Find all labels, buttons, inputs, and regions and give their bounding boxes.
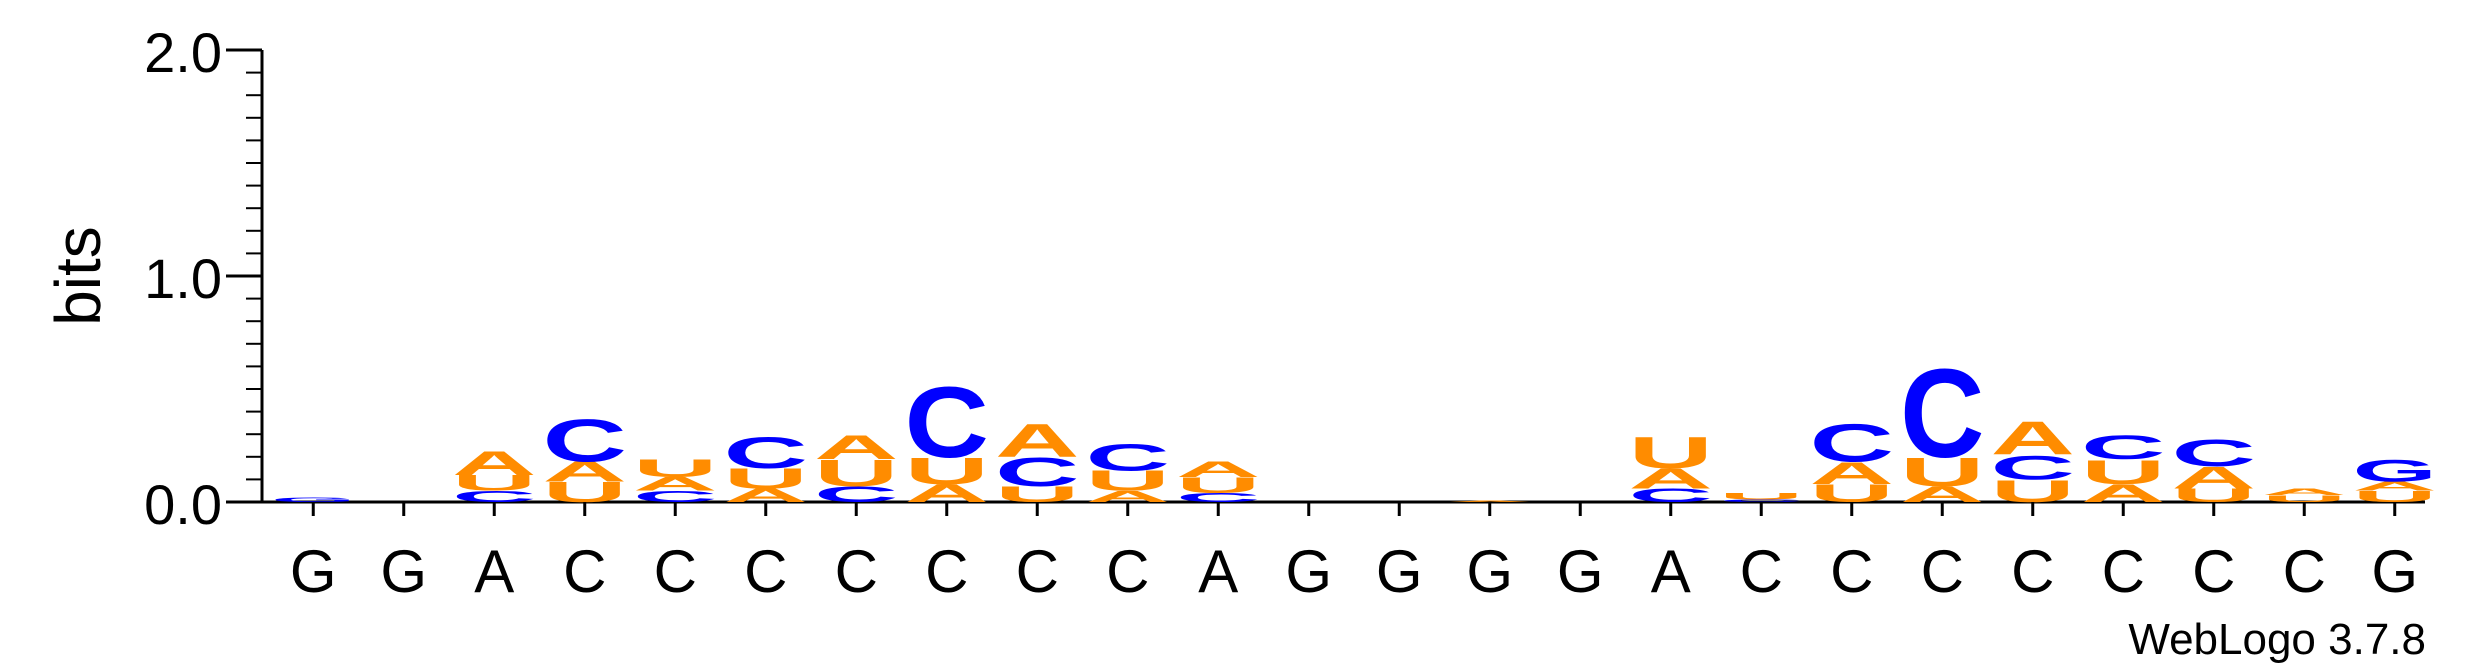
logo-letter-A: A [633,474,717,495]
x-tick-label: A [1198,538,1238,605]
y-tick-label: 1.0 [144,247,222,310]
logo-letter-A: A [1086,488,1170,506]
x-tick-label: C [563,538,606,605]
logo-letter-A: A [1176,457,1261,482]
x-tick-label: C [2192,538,2235,605]
x-tick-label: C [1016,538,1059,605]
x-tick-label: A [1651,538,1691,605]
x-tick-label: C [835,538,878,605]
x-tick-label: G [1376,538,1423,605]
logo-letter-U: U [633,454,717,482]
x-tick-label: G [380,538,427,605]
logo-letter-U: U [814,452,898,494]
logo-letter-U: U [905,450,989,492]
x-tick-label: C [1921,538,1964,605]
x-tick-label: G [2371,538,2418,605]
logo-letter-A: A [724,485,808,506]
logo-letter-A: A [2353,479,2437,493]
x-tick-label: A [474,538,514,605]
logo-letter-A: A [452,444,537,483]
logo-letter-U: U [1086,465,1170,497]
logo-letter-U: U [1900,449,1984,495]
logo-letter-A: A [814,428,899,467]
x-tick-label: C [925,538,968,605]
y-tick-label: 2.0 [144,21,222,84]
x-tick-label: C [1740,538,1783,605]
logo-letter-U: U [1176,473,1261,498]
logo-letter-C: C [1086,436,1170,478]
logo-letter-C: C [633,488,717,506]
x-tick-label: G [1466,538,1513,605]
logo-letter-G: G [271,496,355,503]
logo-letter-A: A [1629,463,1713,495]
logo-letter-C: C [543,407,627,474]
x-tick-label: C [1106,538,1149,605]
x-tick-label: C [2283,538,2326,605]
x-tick-label: C [1830,538,1873,605]
logo-letter-C: C [2081,428,2166,467]
logo-letter-U: U [452,471,537,496]
x-tick-label: G [1557,538,1604,605]
logo-letter-C: C [1176,491,1260,505]
logo-letter-A: A [1810,456,1895,491]
x-tick-label: C [2102,538,2145,605]
logo-letter-A: A [2172,460,2257,495]
x-tick-label: G [290,538,337,605]
logo-letter-A: A [995,414,1080,467]
logo-letter-C: C [1629,485,1713,506]
logo-letter-G: G [2353,453,2437,488]
logo-letter-A: A [1448,501,1532,503]
logo-letter-C: C [905,366,989,479]
logo-letter-U: U [2262,493,2347,504]
logo-letter-C: C [1900,343,1984,484]
logo-letter-C: C [1810,414,1895,474]
logo-letter-U: U [724,463,808,495]
weblogo-credit: WebLogo 3.7.8 [2128,615,2426,664]
logo-letter-A: A [543,456,627,488]
logo-letter-U: U [1719,491,1804,502]
logo-letter-C: C [452,488,536,506]
logo-letter-C: C [995,449,1079,495]
x-tick-label: C [2011,538,2054,605]
x-tick-label: G [1285,538,1332,605]
logo-letter-U: U [2172,485,2256,506]
y-axis-label: bits [42,226,114,326]
y-ticks: 0.0 1.0 2.0 [144,21,262,536]
logo-letter-C: C [724,428,808,477]
x-tick-label: C [744,538,787,605]
logo-letter-A: A [1991,412,2076,465]
logo-letter-U: U [2353,488,2437,506]
logo-letter-C: C [1719,499,1803,503]
x-tick-label: C [654,538,697,605]
logo-letter-C: C [1991,448,2076,487]
y-tick-label: 0.0 [144,473,222,536]
logo-letter-C: C [2172,432,2256,474]
logo-letter-U: U [2081,453,2166,492]
logo-letter-A: A [2262,487,2347,498]
logo-letter-U: U [1629,428,1713,477]
